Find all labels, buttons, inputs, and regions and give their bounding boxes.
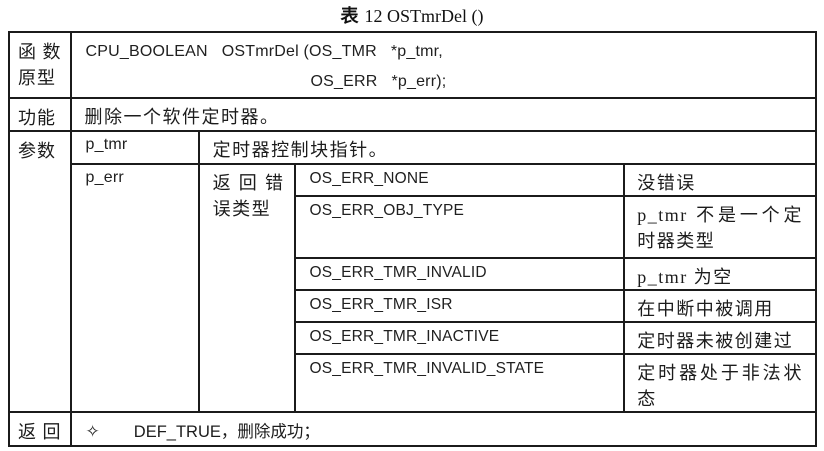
row-error-tmr-invalid: OS_ERR_TMR_INVALID p_tmr 为空 bbox=[9, 257, 817, 291]
function-prototype-cell: CPU_BOOLEAN OSTmrDel (OS_TMR *p_tmr, OS_… bbox=[69, 31, 818, 99]
row-label-function-desc: 功能 bbox=[8, 97, 72, 132]
diamond-bullet-icon: ✧ bbox=[85, 422, 100, 441]
error-code-cell: OS_ERR_NONE bbox=[294, 163, 626, 197]
error-desc-cell: 定时器未被创建过 bbox=[623, 321, 817, 355]
error-code-cell: OS_ERR_TMR_INACTIVE bbox=[294, 321, 626, 355]
table-caption-prefix: 表 bbox=[340, 6, 359, 26]
error-desc-cell: 定时器处于非法状态 bbox=[623, 353, 817, 413]
row-error-none: p_err 返回错误类型 OS_ERR_NONE 没错误 bbox=[9, 163, 817, 413]
returns-cell: ✧ DEF_TRUE，删除成功； bbox=[69, 411, 818, 447]
function-desc-cell: 删除一个软件定时器。 bbox=[69, 97, 818, 132]
error-code-cell: OS_ERR_TMR_INVALID_STATE bbox=[294, 353, 626, 413]
row-label-params: 参数 bbox=[8, 130, 72, 413]
error-code-cell: OS_ERR_TMR_INVALID bbox=[294, 257, 626, 291]
param-desc-p-tmr: 定时器控制块指针。 bbox=[197, 130, 818, 165]
row-function-desc: 功能 删除一个软件定时器。 bbox=[8, 97, 818, 132]
param-type-label-p-err: 返回错误类型 bbox=[197, 163, 297, 413]
row-error-tmr-invalid-state: OS_ERR_TMR_INVALID_STATE 定时器处于非法状态 bbox=[9, 353, 817, 413]
row-function-prototype: 函数原型 CPU_BOOLEAN OSTmrDel (OS_TMR *p_tmr… bbox=[8, 31, 818, 99]
function-reference-table: 函数原型 CPU_BOOLEAN OSTmrDel (OS_TMR *p_tmr… bbox=[8, 31, 818, 447]
prototype-line-1: CPU_BOOLEAN OSTmrDel (OS_TMR *p_tmr, bbox=[85, 43, 443, 60]
returns-text: DEF_TRUE，删除成功； bbox=[133, 423, 320, 441]
prototype-line-2: OS_ERR *p_err); bbox=[310, 73, 447, 90]
param-name-p-tmr: p_tmr bbox=[69, 130, 200, 165]
error-desc-cell: 没错误 bbox=[623, 163, 817, 197]
error-code-cell: OS_ERR_OBJ_TYPE bbox=[294, 195, 626, 259]
row-param-p-tmr: 参数 p_tmr 定时器控制块指针。 bbox=[8, 130, 818, 413]
table-caption-text: 12 OSTmrDel () bbox=[364, 6, 484, 26]
error-desc-cell: p_tmr 为空 bbox=[623, 257, 817, 291]
table-caption: 表 12 OSTmrDel () bbox=[0, 3, 824, 29]
row-label-returns: 返回 bbox=[8, 411, 72, 447]
row-returns: 返回 ✧ DEF_TRUE，删除成功； bbox=[8, 411, 818, 447]
error-code-cell: OS_ERR_TMR_ISR bbox=[294, 289, 626, 323]
param-name-p-err: p_err bbox=[69, 163, 200, 413]
row-error-tmr-isr: OS_ERR_TMR_ISR 在中断中被调用 bbox=[9, 289, 817, 323]
row-error-tmr-inactive: OS_ERR_TMR_INACTIVE 定时器未被创建过 bbox=[9, 321, 817, 355]
error-desc-cell: p_tmr 不是一个定时器类型 bbox=[623, 195, 817, 259]
row-label-function-prototype: 函数原型 bbox=[8, 31, 72, 99]
error-desc-cell: 在中断中被调用 bbox=[623, 289, 817, 323]
row-error-obj-type: OS_ERR_OBJ_TYPE p_tmr 不是一个定时器类型 bbox=[9, 195, 817, 259]
